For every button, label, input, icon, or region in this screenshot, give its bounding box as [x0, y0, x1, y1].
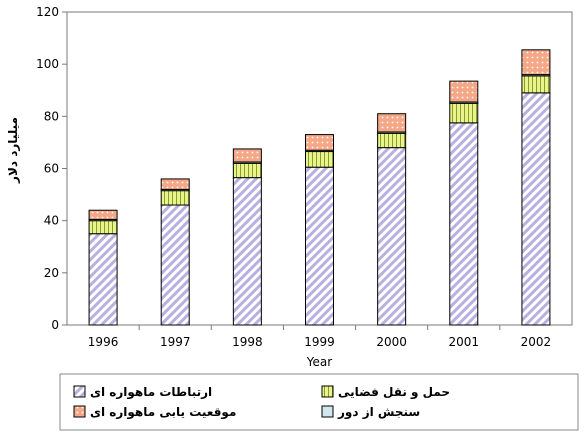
y-axis: 0 20 40 60 80 100 120: [36, 5, 67, 332]
bar-segment: [449, 122, 479, 326]
x-tick-label: 1996: [88, 335, 119, 349]
y-tick-label: 100: [36, 57, 59, 71]
bar-segment: [160, 178, 190, 190]
bar-segment: [377, 147, 407, 326]
bar-segment: [521, 49, 551, 76]
bar-segment: [160, 204, 190, 326]
x-tick-label: 1997: [160, 335, 191, 349]
y-tick-label: 20: [44, 266, 59, 280]
bar-segment: [305, 134, 334, 151]
legend-label: سنجش از دور: [337, 405, 420, 420]
bar-segment: [521, 75, 551, 94]
x-tick-label: 1998: [232, 335, 263, 349]
y-tick-label: 120: [36, 5, 59, 19]
bar-segment: [305, 166, 334, 326]
bar-segment: [88, 233, 118, 326]
x-tick-label: 2002: [521, 335, 552, 349]
y-tick-label: 40: [44, 214, 59, 228]
bar-segment: [449, 80, 479, 103]
legend-label: ارتباطات ماهواره ای: [90, 385, 212, 400]
bar-segment: [88, 220, 118, 235]
y-tick-label: 80: [44, 109, 59, 123]
y-axis-title: میلیارد دلار: [6, 117, 20, 184]
bar-segment: [377, 113, 407, 133]
legend: ارتباطات ماهواره ای موقعیت یابی ماهواره ا…: [73, 385, 450, 420]
x-tick-label: 2001: [449, 335, 480, 349]
legend-swatch: [73, 385, 86, 398]
legend-swatch: [321, 405, 334, 418]
bar-segment: [521, 92, 551, 326]
bar-segment: [449, 102, 479, 124]
x-axis: 1996 1997 1998 1999 2000 2001 2002: [88, 325, 551, 349]
legend-label: موقعیت یابی ماهواره ای: [90, 405, 236, 420]
bar-segment: [305, 151, 334, 168]
legend-swatch: [73, 405, 86, 418]
bars-group: [88, 49, 551, 326]
bar-segment: [160, 190, 190, 206]
x-tick-label: 2000: [376, 335, 407, 349]
x-axis-title: Year: [306, 355, 332, 369]
y-tick-label: 60: [44, 162, 59, 176]
bar-segment: [232, 148, 262, 163]
bar-segment: [88, 209, 118, 220]
bar-segment: [377, 132, 407, 149]
x-tick-label: 1999: [304, 335, 335, 349]
legend-box: [59, 373, 579, 431]
bar-segment: [232, 177, 262, 326]
y-tick-label: 0: [51, 318, 59, 332]
bar-segment: [232, 162, 262, 179]
legend-label: حمل و نقل فضایی: [338, 385, 450, 400]
legend-swatch: [321, 385, 334, 398]
